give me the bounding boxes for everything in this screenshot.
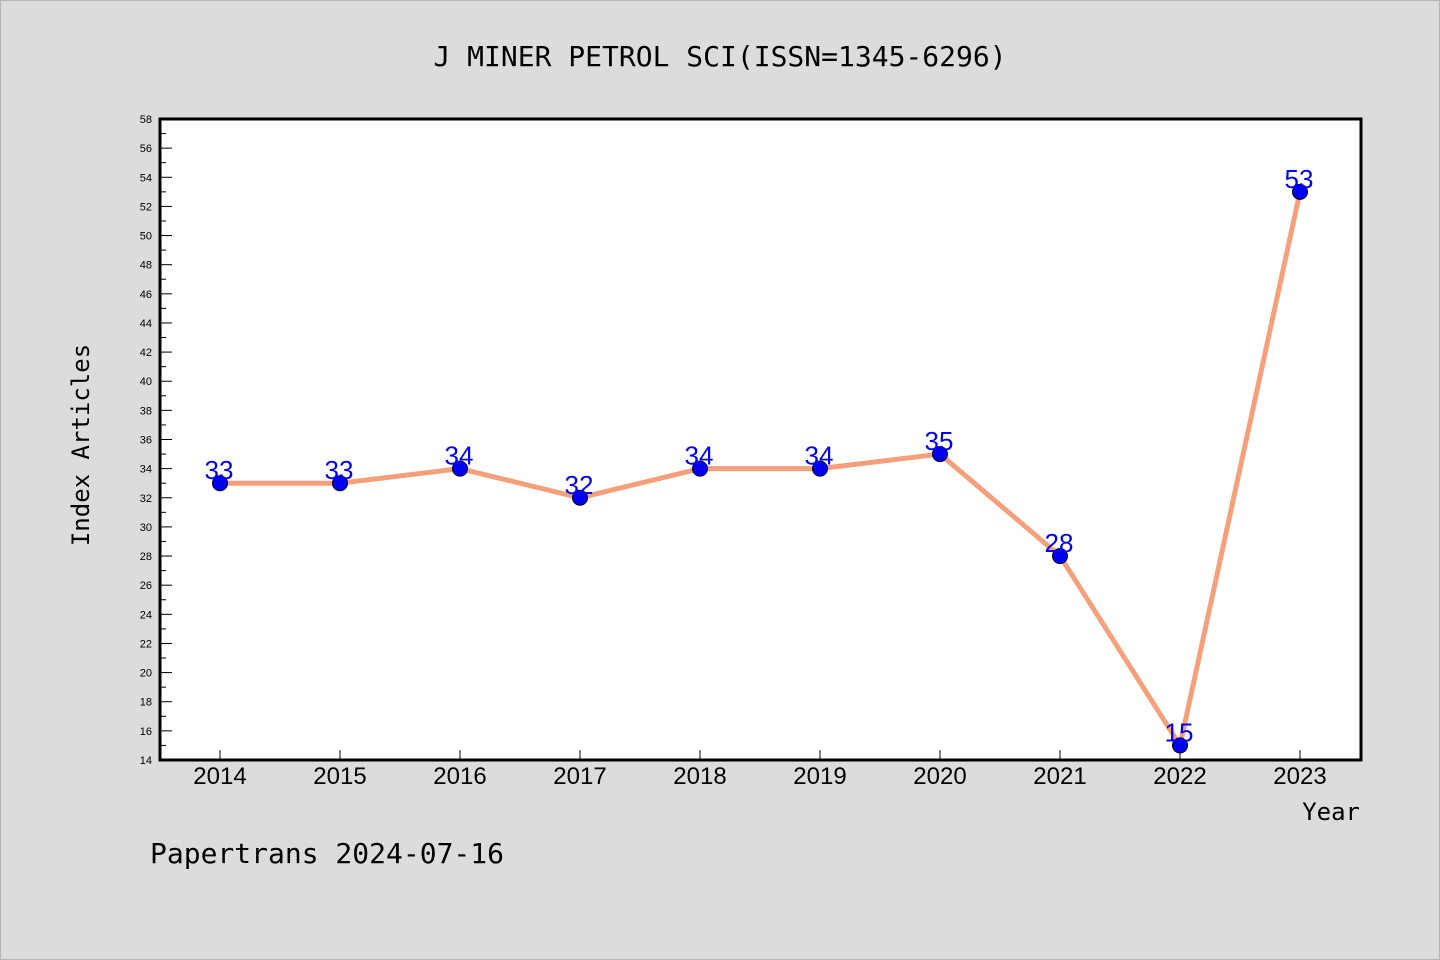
chart-title: J MINER PETROL SCI(ISSN=1345-6296) (433, 40, 1006, 73)
x-tick-label: 2020 (913, 763, 966, 790)
y-tick-label: 52 (140, 201, 152, 213)
data-point (572, 489, 588, 506)
data-label: 33 (205, 455, 234, 485)
data-point (1292, 183, 1308, 200)
y-tick-label: 20 (140, 668, 152, 680)
y-tick-label: 16 (140, 726, 152, 738)
y-tick-label: 40 (140, 376, 152, 388)
y-axis-label: Index Articles (67, 344, 95, 546)
y-tick-label: 46 (140, 289, 152, 301)
plot-area (158, 117, 1363, 762)
x-tick-label: 2018 (673, 763, 726, 790)
data-point (332, 475, 348, 492)
data-label: 34 (805, 441, 834, 471)
y-tick-label: 28 (140, 551, 152, 563)
data-label: 35 (925, 426, 954, 456)
x-tick-label: 2015 (313, 763, 366, 790)
x-tick-label: 2022 (1153, 763, 1206, 790)
x-tick-label: 2014 (193, 763, 246, 790)
y-tick-label: 14 (140, 755, 152, 767)
y-tick-label: 48 (140, 260, 152, 272)
data-label: 34 (445, 441, 474, 471)
data-label: 34 (685, 441, 714, 471)
x-axis: 2014 2015 2016 2017 2018 2019 2020 2021 2022 2023 (193, 750, 1327, 790)
y-tick-label: 34 (140, 464, 152, 476)
y-tick-label: 56 (140, 143, 152, 155)
data-label: 15 (1165, 717, 1194, 747)
y-tick-label: 36 (140, 435, 152, 447)
y-tick-label: 54 (140, 172, 152, 184)
series-line (220, 191, 1303, 748)
data-point (1172, 737, 1188, 754)
data-label: 32 (565, 470, 594, 500)
y-tick-label: 38 (140, 405, 152, 417)
y-tick-label: 30 (140, 522, 152, 534)
y-tick-label: 42 (140, 347, 152, 359)
y-axis: 14 16 18 20 22 24 26 28 30 32 34 36 38 40 42 44 46 48 50 52… (140, 114, 172, 767)
x-tick-label: 2019 (793, 763, 846, 790)
y-tick-label: 22 (140, 638, 152, 650)
y-tick-label: 32 (140, 493, 152, 505)
y-tick-label: 24 (140, 609, 152, 621)
y-tick-label: 18 (140, 697, 152, 709)
data-point (1052, 548, 1068, 565)
y-tick-label: 26 (140, 580, 152, 592)
x-tick-label: 2021 (1033, 763, 1086, 790)
data-label: 28 (1045, 528, 1074, 558)
data-point (812, 460, 828, 477)
data-point (692, 460, 708, 477)
footer-credit: Papertrans 2024-07-16 (150, 837, 504, 870)
x-tick-label: 2023 (1273, 763, 1326, 790)
y-tick-label: 44 (140, 318, 152, 330)
x-tick-label: 2017 (553, 763, 606, 790)
x-axis-label: Year (1302, 798, 1360, 826)
y-tick-label: 50 (140, 231, 152, 243)
data-label: 53 (1285, 164, 1314, 194)
data-label: 33 (325, 455, 354, 485)
y-tick-label: 58 (140, 114, 152, 126)
data-point (212, 475, 228, 492)
data-point (932, 446, 948, 463)
series: 33 33 34 32 34 34 35 28 15 53 (205, 164, 1314, 754)
x-tick-label: 2016 (433, 763, 486, 790)
data-point (452, 460, 468, 477)
